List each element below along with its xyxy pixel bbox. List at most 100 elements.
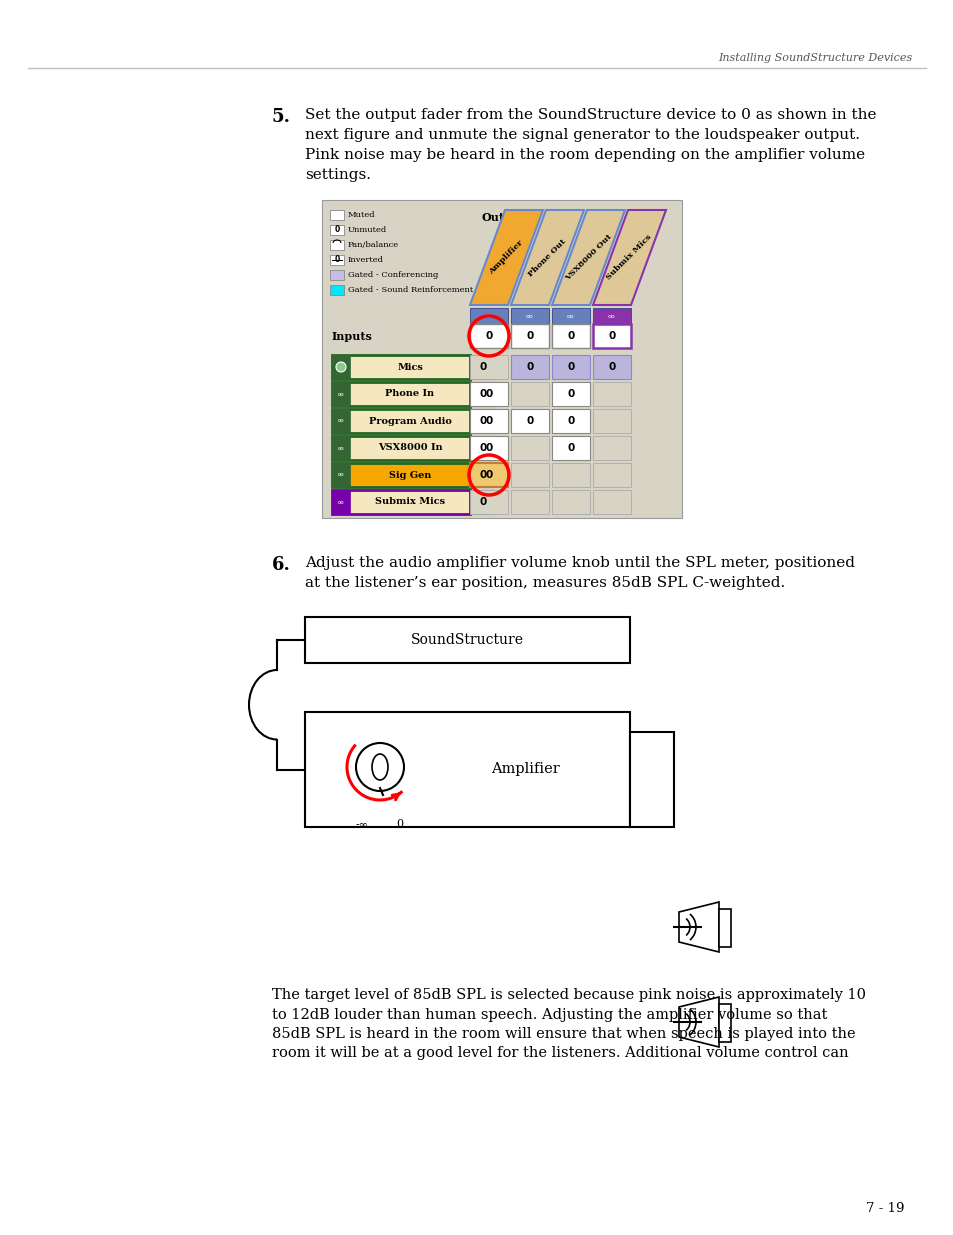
Bar bbox=[472, 354, 494, 379]
Bar bbox=[332, 436, 470, 459]
Bar bbox=[552, 308, 589, 324]
Text: 0: 0 bbox=[478, 416, 486, 426]
Text: 0: 0 bbox=[478, 496, 486, 508]
Bar bbox=[552, 409, 589, 433]
Bar bbox=[593, 354, 630, 379]
Bar bbox=[332, 463, 350, 487]
Bar bbox=[511, 409, 548, 433]
Bar bbox=[305, 713, 629, 827]
Bar bbox=[330, 285, 344, 295]
Bar bbox=[472, 382, 494, 406]
Text: Phone In: Phone In bbox=[385, 389, 435, 399]
Bar bbox=[552, 490, 589, 514]
Polygon shape bbox=[593, 210, 665, 305]
Text: 0: 0 bbox=[478, 443, 486, 453]
Polygon shape bbox=[470, 210, 542, 305]
Bar bbox=[332, 354, 470, 379]
Text: 0: 0 bbox=[334, 226, 339, 235]
Text: oo: oo bbox=[607, 314, 616, 319]
Bar bbox=[330, 240, 344, 249]
Text: 0: 0 bbox=[567, 389, 574, 399]
Text: at the listener’s ear position, measures 85dB SPL C-weighted.: at the listener’s ear position, measures… bbox=[305, 576, 784, 590]
Text: Amplifier: Amplifier bbox=[490, 762, 558, 777]
Text: Pan/balance: Pan/balance bbox=[348, 241, 398, 249]
Text: Pink noise may be heard in the room depending on the amplifier volume: Pink noise may be heard in the room depe… bbox=[305, 148, 864, 162]
Text: 0: 0 bbox=[608, 331, 615, 341]
Bar bbox=[470, 436, 507, 459]
Bar bbox=[593, 382, 630, 406]
Bar bbox=[330, 225, 344, 235]
Text: oo: oo bbox=[337, 473, 344, 478]
Text: Sig Gen: Sig Gen bbox=[389, 471, 431, 479]
Bar bbox=[552, 463, 589, 487]
Text: Submix Mics: Submix Mics bbox=[604, 233, 653, 282]
Bar bbox=[470, 409, 507, 433]
Text: Set the output fader from the SoundStructure device to 0 as shown in the: Set the output fader from the SoundStruc… bbox=[305, 107, 876, 122]
Polygon shape bbox=[552, 210, 624, 305]
Bar bbox=[593, 308, 630, 324]
Bar bbox=[593, 463, 630, 487]
Circle shape bbox=[335, 362, 346, 372]
Bar bbox=[470, 490, 507, 514]
Bar bbox=[511, 308, 548, 324]
Bar bbox=[330, 254, 344, 266]
Text: 0: 0 bbox=[608, 362, 615, 372]
Bar bbox=[472, 409, 494, 433]
Text: 0: 0 bbox=[396, 819, 403, 829]
Polygon shape bbox=[679, 997, 719, 1047]
Text: Inverted: Inverted bbox=[348, 256, 384, 264]
Bar bbox=[552, 324, 589, 348]
Text: 0: 0 bbox=[478, 471, 486, 480]
Bar bbox=[470, 354, 507, 379]
Bar bbox=[472, 436, 494, 459]
Bar bbox=[593, 324, 630, 348]
Bar bbox=[330, 270, 344, 280]
Bar bbox=[511, 490, 548, 514]
Text: room it will be at a good level for the listeners. Additional volume control can: room it will be at a good level for the … bbox=[272, 1046, 848, 1061]
Text: 0: 0 bbox=[485, 416, 492, 426]
Text: Submix Mics: Submix Mics bbox=[375, 498, 445, 506]
Bar bbox=[322, 200, 681, 517]
Bar bbox=[593, 490, 630, 514]
Bar bbox=[593, 409, 630, 433]
Text: 0: 0 bbox=[567, 331, 574, 341]
Text: Inputs: Inputs bbox=[332, 331, 373, 342]
Bar bbox=[332, 490, 470, 514]
Bar bbox=[629, 732, 673, 827]
Text: 0: 0 bbox=[567, 362, 574, 372]
Bar bbox=[332, 382, 350, 406]
Circle shape bbox=[355, 743, 403, 790]
Text: Adjust the audio amplifier volume knob until the SPL meter, positioned: Adjust the audio amplifier volume knob u… bbox=[305, 556, 854, 571]
Bar bbox=[719, 909, 730, 947]
Bar bbox=[332, 354, 350, 379]
Text: 85dB SPL is heard in the room will ensure that when speech is played into the: 85dB SPL is heard in the room will ensur… bbox=[272, 1028, 855, 1041]
Text: oo: oo bbox=[337, 446, 344, 451]
Text: Mics: Mics bbox=[396, 363, 422, 372]
Text: oo: oo bbox=[337, 499, 344, 505]
Text: Installing SoundStructure Devices: Installing SoundStructure Devices bbox=[717, 53, 911, 63]
Bar bbox=[511, 382, 548, 406]
Text: Gated - Conferencing: Gated - Conferencing bbox=[348, 270, 438, 279]
Bar bbox=[511, 354, 548, 379]
Text: Amplifier: Amplifier bbox=[487, 238, 524, 277]
Text: 0: 0 bbox=[478, 389, 486, 399]
Bar bbox=[511, 324, 548, 348]
Text: -∞: -∞ bbox=[355, 819, 368, 829]
Text: The target level of 85dB SPL is selected because pink noise is approximately 10: The target level of 85dB SPL is selected… bbox=[272, 988, 865, 1002]
Text: oo: oo bbox=[337, 419, 344, 424]
Text: 0: 0 bbox=[485, 389, 492, 399]
Text: 0: 0 bbox=[485, 443, 492, 453]
Bar bbox=[511, 436, 548, 459]
Polygon shape bbox=[511, 210, 583, 305]
Bar bbox=[552, 354, 589, 379]
Bar bbox=[470, 463, 507, 487]
Text: 0: 0 bbox=[567, 443, 574, 453]
Bar bbox=[552, 382, 589, 406]
Bar bbox=[332, 382, 470, 406]
Text: 0: 0 bbox=[478, 362, 486, 372]
Text: 6.: 6. bbox=[272, 556, 291, 574]
Text: Program Audio: Program Audio bbox=[368, 416, 451, 426]
Text: oo: oo bbox=[485, 314, 493, 319]
Bar bbox=[472, 463, 494, 487]
Text: to 12dB louder than human speech. Adjusting the amplifier volume so that: to 12dB louder than human speech. Adjust… bbox=[272, 1008, 826, 1021]
